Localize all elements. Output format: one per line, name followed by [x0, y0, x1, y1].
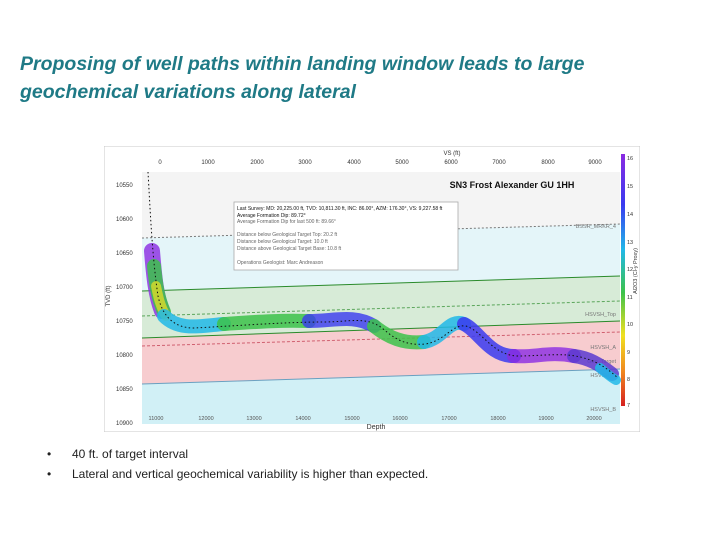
well-path-svg: 0 1000 2000 3000 4000 5000 6000 7000 800… [103, 145, 641, 433]
well-path-plot: 0 1000 2000 3000 4000 5000 6000 7000 800… [103, 145, 641, 433]
bottom-tick: 18000 [490, 416, 505, 422]
info-line: Distance below Geological Target: 10.0 f… [237, 239, 328, 245]
slide-title-line-1: Proposing of well paths within landing w… [20, 53, 585, 75]
bullet-dot-icon: • [47, 467, 52, 481]
left-tick: 10650 [116, 251, 133, 257]
bottom-tick: 12000 [198, 416, 213, 422]
zone-pink [142, 321, 620, 384]
colorbar-tick: 7 [627, 403, 630, 409]
bullet-text: 40 ft. of target interval [72, 447, 189, 461]
bottom-axis-label: Depth [367, 424, 386, 431]
colorbar-tick: 15 [627, 184, 633, 190]
geochem-band [144, 243, 621, 385]
colorbar-tick: 11 [627, 295, 633, 301]
info-line: Operations Geologist: Marc Andreason [237, 260, 323, 266]
top-tick: 0 [158, 160, 162, 166]
top-tick: 4000 [347, 160, 361, 166]
well-name-label: SN3 Frost Alexander GU 1HH [450, 180, 575, 190]
formation-line-2 [141, 275, 621, 292]
left-tick: 10850 [116, 387, 133, 393]
left-tick: 10600 [116, 217, 133, 223]
formation-label: HSVSH_B [590, 407, 616, 413]
info-line: Distance above Geological Target Base: 1… [237, 246, 342, 252]
top-tick: 3000 [298, 160, 312, 166]
top-tick: 9000 [588, 160, 602, 166]
colorbar-label: Al2O3 (Cl-y Proxy) [633, 248, 639, 294]
bottom-tick: 19000 [538, 416, 553, 422]
info-line: Average Formation Dip for last 500 ft: 8… [237, 219, 336, 225]
bottom-tick: 15000 [344, 416, 359, 422]
left-axis-label: TVD (ft) [106, 286, 112, 307]
well-path-line [147, 171, 619, 379]
bottom-tick: 14000 [295, 416, 310, 422]
formation-line-6 [141, 368, 621, 385]
top-axis-label: VS (ft) [443, 151, 460, 157]
info-line: Distance below Geological Target Top: 20… [237, 232, 338, 238]
top-tick: 8000 [541, 160, 555, 166]
bottom-tick: 11000 [149, 416, 164, 422]
formation-label: BSSR_MRKR_4 [576, 224, 616, 230]
colorbar-tick: 9 [627, 350, 630, 356]
slide-title-line-2: geochemical variations along lateral [20, 81, 356, 103]
colorbar-tick: 13 [627, 240, 633, 246]
colorbar-tick: 10 [627, 322, 633, 328]
slide-title: Proposing of well paths within landing w… [20, 50, 700, 106]
color-scale-bar [621, 154, 625, 406]
colorbar-tick: 16 [627, 156, 633, 162]
bullet-list: • 40 ft. of target interval • Lateral an… [47, 447, 428, 487]
formation-label: HSVSH_Top [585, 312, 616, 318]
bottom-tick: 13000 [246, 416, 261, 422]
formation-label: HSVSH_A [590, 345, 616, 351]
info-line: Average Formation Dip: 89.72° [237, 213, 306, 219]
top-tick: 1000 [201, 160, 215, 166]
info-line: Last Survey: MD: 20,225.00 ft, TVD: 10,8… [237, 206, 443, 212]
survey-info-box: Last Survey: MD: 20,225.00 ft, TVD: 10,8… [233, 201, 459, 271]
bullet-item: • Lateral and vertical geochemical varia… [47, 467, 428, 487]
bottom-tick: 20000 [586, 416, 601, 422]
bullet-dot-icon: • [47, 447, 52, 461]
top-tick: 2000 [250, 160, 264, 166]
top-tick: 6000 [444, 160, 458, 166]
bottom-tick: 16000 [392, 416, 407, 422]
left-tick: 10800 [116, 353, 133, 359]
colorbar-tick: 12 [627, 267, 633, 273]
left-tick: 10700 [116, 285, 133, 291]
left-tick: 10750 [116, 319, 133, 325]
bottom-tick: 17000 [441, 416, 456, 422]
top-tick: 5000 [395, 160, 409, 166]
top-tick: 7000 [492, 160, 506, 166]
colorbar-tick: 14 [627, 212, 633, 218]
colorbar-tick: 8 [627, 377, 630, 383]
bullet-item: • 40 ft. of target interval [47, 447, 428, 467]
left-tick: 10900 [116, 421, 133, 427]
left-tick: 10550 [116, 183, 133, 189]
zone-blue [142, 369, 620, 424]
bullet-text: Lateral and vertical geochemical variabi… [72, 467, 429, 481]
